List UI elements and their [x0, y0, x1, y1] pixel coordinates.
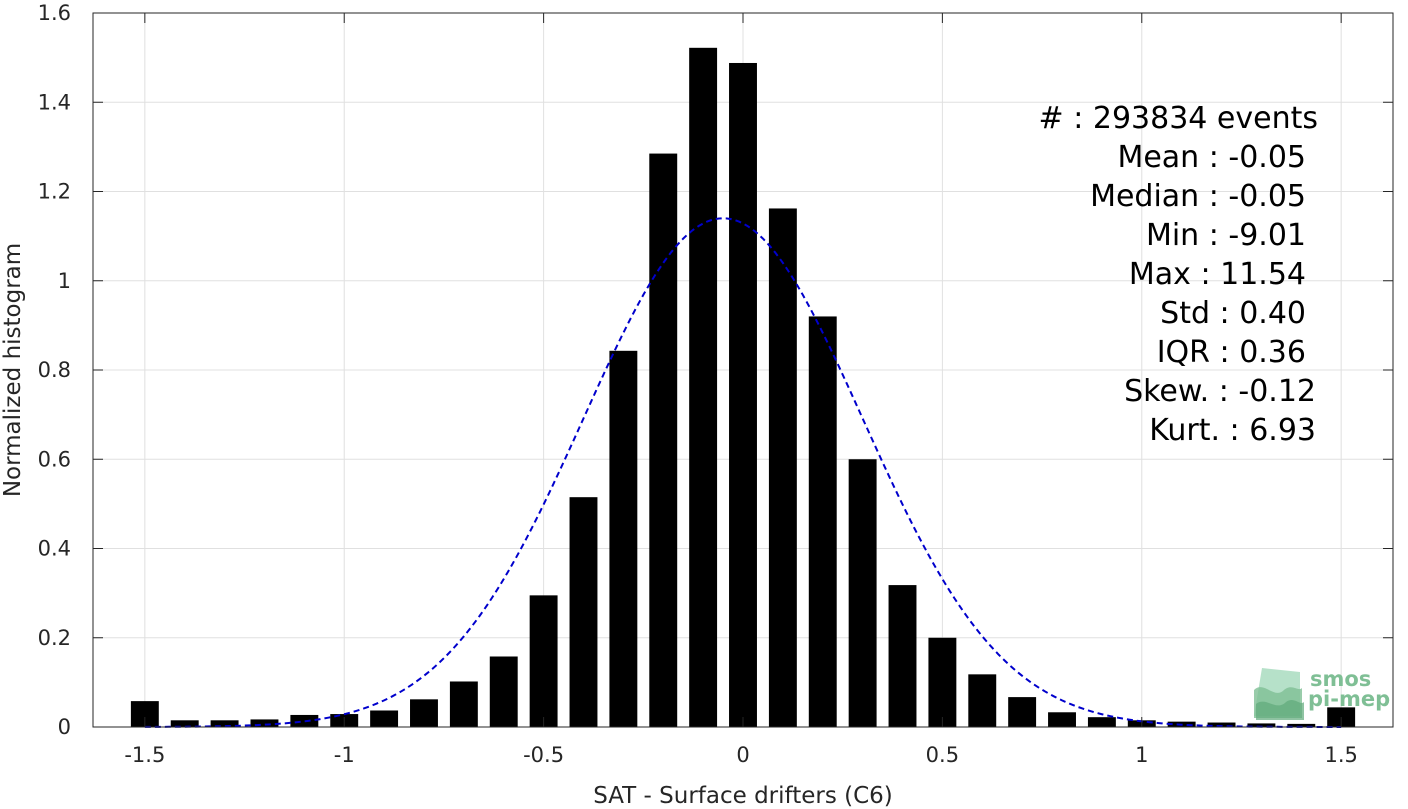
- y-axis-title: Normalized histogram: [0, 243, 26, 497]
- y-tick-label: 0.8: [38, 358, 71, 382]
- smos-pi-mep-logo: smos pi-mep: [1254, 667, 1390, 720]
- stat-line: Mean : -0.05: [1117, 140, 1306, 175]
- wave-logo-icon: [1254, 668, 1304, 720]
- histogram-bar: [689, 47, 718, 728]
- histogram-bar: [1247, 723, 1276, 727]
- histogram-bar: [210, 720, 239, 727]
- stat-line: Min : -9.01: [1146, 218, 1306, 253]
- y-tick-label: 1.4: [38, 90, 71, 114]
- y-tick-label: 0.4: [38, 537, 71, 561]
- y-tick-label: 1: [58, 269, 71, 293]
- y-tick-label: 0.6: [38, 447, 71, 471]
- stat-line: # : 293834 events: [1039, 101, 1318, 136]
- histogram-bar: [250, 719, 279, 727]
- histogram-bar: [1048, 712, 1076, 727]
- x-tick-label: -1.5: [124, 743, 165, 767]
- x-tick-label: 1: [1135, 743, 1148, 767]
- x-tick-label: -0.5: [523, 743, 564, 767]
- histogram-bar: [370, 710, 399, 727]
- stat-line: Std : 0.40: [1160, 296, 1306, 331]
- histogram-bars: [130, 47, 1356, 728]
- axis-ticks: -1.5 -1 -0.5 0 0.5 1 1.5 0 0.2 0.4 0.6 0.8 1 1.2 1.4 1.…: [38, 1, 1393, 767]
- x-axis-title: SAT - Surface drifters (C6): [593, 783, 893, 809]
- histogram-bar: [410, 699, 438, 727]
- statistics-panel: # : 293834 events Mean : -0.05 Median : -0…: [1039, 101, 1318, 448]
- histogram-bar: [768, 208, 797, 727]
- histogram-bar: [649, 153, 678, 728]
- y-tick-label: 0: [58, 715, 71, 739]
- histogram-bar: [290, 714, 319, 727]
- y-tick-label: 1.6: [38, 1, 71, 25]
- histogram-bar: [888, 585, 917, 727]
- histogram-bar: [609, 350, 638, 727]
- stat-line: Skew. : -0.12: [1124, 374, 1316, 409]
- histogram-bar: [848, 459, 877, 727]
- stat-line: Kurt. : 6.93: [1149, 413, 1316, 448]
- histogram-bar: [1207, 722, 1236, 727]
- x-tick-label: 0.5: [926, 743, 959, 767]
- stat-line: Median : -0.05: [1090, 179, 1306, 214]
- stat-line: IQR : 0.36: [1157, 335, 1306, 370]
- histogram-bar: [968, 674, 997, 727]
- histogram-bar: [1008, 697, 1037, 727]
- histogram-bar: [569, 497, 598, 727]
- histogram-bar: [529, 595, 558, 727]
- y-tick-label: 0.2: [38, 626, 71, 650]
- histogram-bar: [928, 637, 957, 727]
- histogram-bar: [729, 62, 757, 728]
- histogram-bar: [808, 316, 837, 727]
- x-tick-label: 0: [736, 743, 749, 767]
- x-tick-label: -1: [334, 743, 355, 767]
- stat-line: Max : 11.54: [1129, 257, 1306, 292]
- histogram-bar: [170, 720, 199, 727]
- logo-line-1: smos: [1310, 667, 1371, 691]
- x-tick-label: 1.5: [1324, 743, 1357, 767]
- histogram-bar: [1087, 717, 1116, 727]
- logo-line-2: pi-mep: [1308, 687, 1390, 711]
- histogram-bar: [1287, 723, 1316, 727]
- histogram-bar: [449, 681, 478, 727]
- histogram-bar: [489, 656, 518, 727]
- y-tick-label: 1.2: [38, 180, 71, 204]
